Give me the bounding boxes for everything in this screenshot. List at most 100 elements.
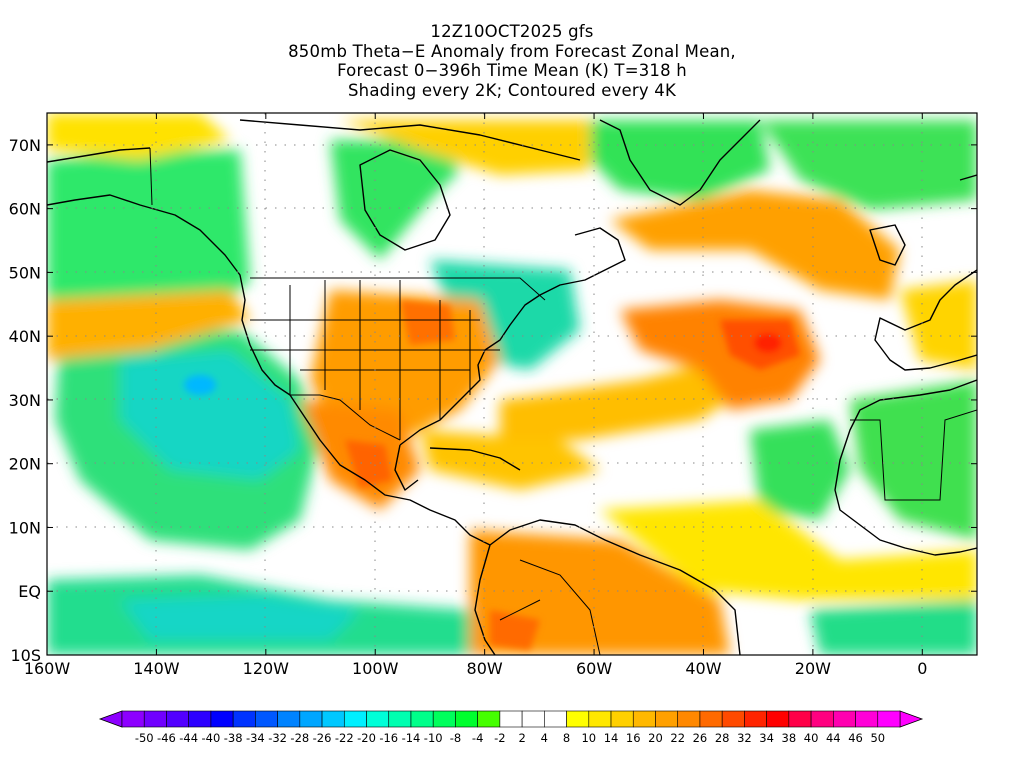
colorbar-swatch [321, 710, 345, 728]
colorbar-label: 4 [541, 731, 548, 745]
lon-tick-label: 0 [917, 659, 927, 678]
colorbar-swatch [499, 710, 523, 728]
colorbar-label: 50 [870, 731, 885, 745]
colorbar-swatch [143, 710, 167, 728]
shade-south-atlantic [810, 600, 977, 655]
colorbar-swatch [855, 710, 879, 728]
coast-pacific-north-america [47, 194, 491, 546]
political-borders [149, 147, 977, 655]
colorbar-swatch [655, 710, 679, 728]
anomaly-shading-cores [184, 300, 800, 650]
plot-frame [46, 112, 978, 656]
colorbar-swatch [299, 710, 323, 728]
lat-tick-label: 10S [10, 646, 41, 665]
colorbar-swatch [833, 710, 856, 728]
colorbar-swatch [366, 710, 390, 728]
colorbar-label: -28 [290, 731, 309, 745]
colorbar-swatch [810, 710, 834, 728]
shade-iberia [900, 280, 977, 370]
colorbar-right-arrow [899, 710, 924, 728]
lat-tick-label: 70N [9, 136, 41, 155]
coast-south-america-west [474, 544, 496, 655]
coast-cuba [429, 447, 521, 471]
colorbar-swatch [388, 710, 412, 728]
map-title: 12Z10OCT2025 gfs 850mb Theta−E Anomaly f… [0, 22, 1024, 100]
lon-tick-label: 60W [576, 659, 612, 678]
lon-tick-label: 40W [685, 659, 721, 678]
coast-hudson-bay [359, 149, 451, 251]
colorbar-label: -2 [494, 731, 505, 745]
border-west-africa [850, 409, 977, 501]
shade-greenland [580, 120, 770, 200]
colorbar-swatch [610, 710, 634, 728]
colorbar-swatch [566, 710, 590, 728]
border-us-mexico [290, 394, 401, 441]
colorbar-label: -4 [472, 731, 483, 745]
colorbar-label: 32 [737, 731, 752, 745]
colorbar-label: 20 [648, 731, 663, 745]
colorbar-label: 28 [715, 731, 730, 745]
shade-midwest-core [400, 300, 455, 345]
colorbar-swatch [255, 710, 278, 728]
border-us-states-ns [289, 280, 471, 440]
colorbar-swatch [166, 710, 189, 728]
lon-tick-label: 20W [795, 659, 831, 678]
colorbar-label: -44 [179, 731, 198, 745]
lon-tick-label: 100W [352, 659, 399, 678]
title-line-1: 12Z10OCT2025 gfs [430, 22, 594, 41]
shade-east-atlantic [750, 420, 850, 520]
lat-tick-label: 40N [9, 327, 41, 346]
colorbar-left-arrow [98, 710, 123, 728]
shade-north-atlantic-east [760, 120, 977, 210]
shaded-field [47, 113, 977, 655]
colorbar-swatch [410, 710, 434, 728]
coast-yucatan [394, 444, 419, 491]
colorbar-swatch [588, 710, 612, 728]
colorbar: -50 -46 -44 -40 -38 -34 -32 -28 -26 -22 -20 -16 -14-… [98, 710, 924, 745]
colorbar-label: -16 [379, 731, 398, 745]
colorbar-swatch [188, 710, 212, 728]
coast-west-africa [834, 379, 977, 556]
colorbar-swatch [766, 710, 790, 728]
colorbar-label: 38 [782, 731, 797, 745]
colorbar-swatch [343, 710, 367, 728]
colorbar-label: -40 [202, 731, 221, 745]
colorbar-label: 34 [759, 731, 774, 745]
lon-tick-label: 80W [467, 659, 503, 678]
lat-tick-label: 50N [9, 263, 41, 282]
colorbar-label: 22 [670, 731, 685, 745]
title-line-4: Shading every 2K; Contoured every 4K [347, 80, 677, 100]
colorbar-label: -10 [424, 731, 443, 745]
coast-alaska-north [47, 147, 151, 163]
shade-arctic-canada [340, 120, 590, 175]
colorbar-label: -34 [246, 731, 265, 745]
shade-subtropical-atlantic [500, 360, 760, 440]
lat-tick-label: 20N [9, 455, 41, 474]
lat-tick-label: 10N [9, 518, 41, 537]
colorbar-label: -22 [335, 731, 354, 745]
coastlines [47, 119, 977, 655]
shade-equatorial-atlantic [600, 500, 977, 600]
colorbar-swatch [432, 710, 456, 728]
lat-tick-label: 30N [9, 391, 41, 410]
colorbar-swatch [721, 710, 745, 728]
shade-alaska-pacific [47, 150, 250, 305]
colorbar-swatch [788, 710, 812, 728]
colorbar-label: 40 [804, 731, 819, 745]
colorbar-label: 16 [626, 731, 641, 745]
colorbar-swatch [632, 710, 656, 728]
colorbar-label: -50 [135, 731, 154, 745]
coast-british-isles [869, 224, 906, 266]
colorbar-label: -38 [224, 731, 243, 745]
anomaly-shading-broad [47, 113, 977, 655]
colorbar-swatch [210, 710, 234, 728]
colorbar-swatch [121, 710, 145, 728]
title-line-2: 850mb Theta−E Anomaly from Forecast Zona… [288, 41, 736, 61]
colorbar-swatch [232, 710, 256, 728]
shade-mexico-core [345, 440, 392, 488]
border-alaska-canada [149, 147, 153, 206]
colorbar-label: 2 [518, 731, 525, 745]
shade-andes-core [490, 610, 540, 650]
border-us-canada [250, 277, 546, 301]
